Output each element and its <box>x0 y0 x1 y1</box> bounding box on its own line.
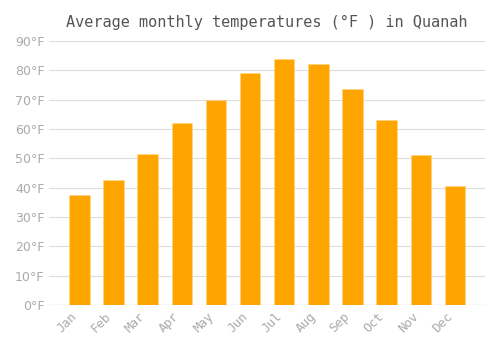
Bar <box>138 154 158 305</box>
Bar <box>444 186 465 305</box>
Bar <box>308 64 328 305</box>
Bar <box>342 89 363 305</box>
Bar <box>206 100 226 305</box>
Bar <box>104 180 124 305</box>
Bar <box>172 123 192 305</box>
Bar <box>410 155 431 305</box>
Bar <box>376 120 397 305</box>
Bar <box>69 195 89 305</box>
Bar <box>274 58 294 305</box>
Title: Average monthly temperatures (°F ) in Quanah: Average monthly temperatures (°F ) in Qu… <box>66 15 468 30</box>
Bar <box>240 73 260 305</box>
